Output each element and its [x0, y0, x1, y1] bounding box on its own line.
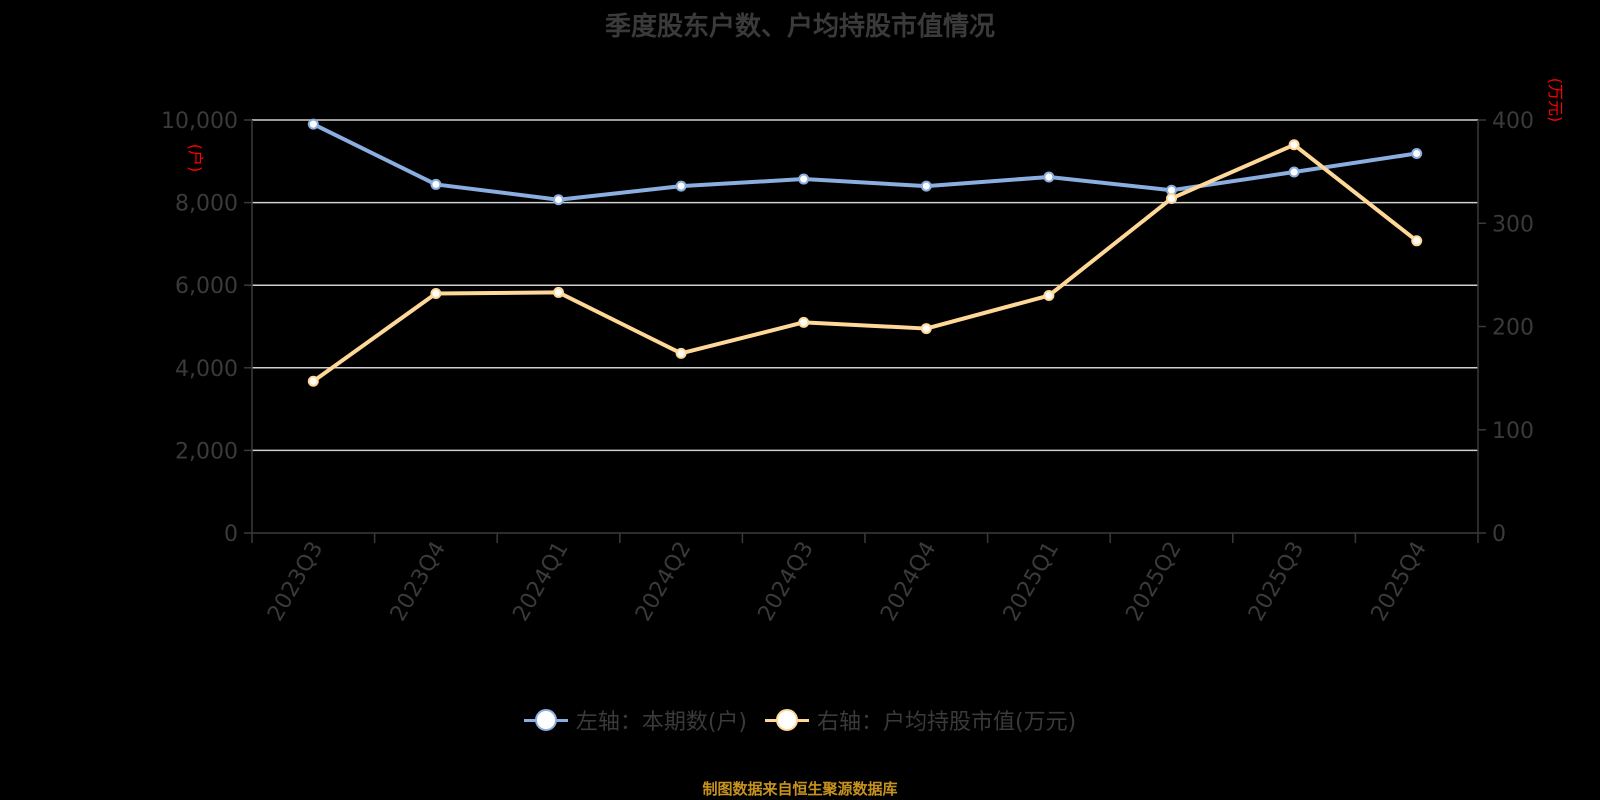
- gridlines: [252, 119, 1478, 452]
- legend-label-right: 右轴：户均持股市值(万元): [817, 710, 1077, 735]
- chart-title: 季度股东户数、户均持股市值情况: [604, 12, 995, 42]
- data-point-marker[interactable]: [307, 375, 319, 387]
- right-axis-tick-label: 0: [1492, 522, 1506, 547]
- data-point-marker[interactable]: [675, 180, 687, 192]
- left-axis-tick-label: 10,000: [161, 109, 238, 134]
- data-point-marker[interactable]: [1166, 192, 1177, 204]
- data-point-marker[interactable]: [430, 287, 442, 299]
- legend-item-left-axis[interactable]: 左轴：本期数(户): [523, 704, 747, 736]
- data-point-marker[interactable]: [1043, 171, 1055, 183]
- plot-area: 0 2,000 4,000 6,000 8,000 10,000 0 100 200 300 400…: [161, 78, 1565, 626]
- x-axis-tick-label: 2025Q2: [1121, 538, 1186, 626]
- x-axis-tick-label: 2024Q1: [508, 538, 573, 626]
- legend: 左轴：本期数(户) 右轴：户均持股市值(万元): [0, 704, 1600, 736]
- legend-label-left: 左轴：本期数(户): [575, 710, 747, 735]
- x-axis-tick-label: 2025Q4: [1367, 538, 1432, 626]
- x-axis-tick-label: 2023Q4: [386, 538, 451, 626]
- left-axis-unit-label: (户): [186, 144, 205, 173]
- data-point-marker[interactable]: [920, 180, 932, 192]
- data-point-marker[interactable]: [675, 347, 687, 359]
- x-axis-tick-label: 2025Q3: [1244, 538, 1309, 626]
- legend-item-right-axis[interactable]: 右轴：户均持股市值(万元): [765, 704, 1076, 736]
- left-axis-tick-label: 4,000: [175, 357, 238, 382]
- data-point-marker[interactable]: [798, 173, 810, 185]
- data-point-marker[interactable]: [920, 323, 932, 335]
- x-axis-tick-label: 2024Q2: [631, 538, 696, 626]
- data-point-marker[interactable]: [1043, 290, 1055, 302]
- left-axis-tick-label: 8,000: [175, 192, 238, 217]
- right-axis-tick-label: 400: [1492, 109, 1534, 134]
- data-point-marker[interactable]: [1411, 147, 1423, 159]
- circle-marker-icon: [765, 709, 809, 731]
- data-point-marker[interactable]: [1288, 139, 1300, 151]
- left-axis-tick-label: 0: [224, 522, 238, 547]
- x-axis-tick-label: 2025Q1: [999, 538, 1064, 626]
- right-axis-tick-label: 200: [1492, 316, 1534, 341]
- series-line: [312, 122, 1417, 202]
- data-point-marker[interactable]: [553, 194, 564, 206]
- data-source-note: 制图数据来自恒生聚源数据库: [702, 780, 898, 798]
- right-axis-tick-label: 300: [1492, 212, 1534, 237]
- data-point-marker[interactable]: [798, 316, 810, 328]
- left-axis-tick-label: 6,000: [175, 274, 238, 299]
- right-axis-unit-label: (万元): [1546, 78, 1565, 123]
- axes: 0 2,000 4,000 6,000 8,000 10,000 0 100 200 300 400…: [161, 78, 1565, 626]
- data-point-marker[interactable]: [307, 118, 319, 130]
- data-point-marker[interactable]: [1288, 166, 1300, 178]
- x-axis-tick-label: 2023Q3: [263, 538, 328, 626]
- circle-marker-icon: [523, 709, 568, 731]
- series-line: [312, 142, 1418, 383]
- x-axis-tick-label: 2024Q4: [876, 538, 941, 626]
- series-avg-holding-value: [307, 139, 1423, 387]
- x-axis-tick-label: 2024Q3: [754, 538, 819, 626]
- data-point-marker[interactable]: [553, 286, 564, 298]
- right-axis-tick-label: 100: [1492, 419, 1534, 444]
- series-shareholder-count: [307, 118, 1423, 206]
- data-point-marker[interactable]: [1411, 235, 1423, 247]
- data-point-marker[interactable]: [430, 178, 442, 190]
- left-axis-tick-label: 2,000: [175, 439, 238, 464]
